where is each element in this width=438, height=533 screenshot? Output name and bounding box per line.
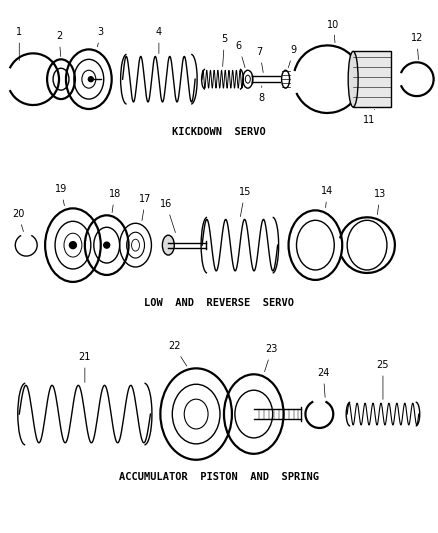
Text: ACCUMULATOR  PISTON  AND  SPRING: ACCUMULATOR PISTON AND SPRING bbox=[119, 472, 319, 482]
Circle shape bbox=[104, 242, 110, 248]
Text: 25: 25 bbox=[377, 360, 389, 399]
Text: 8: 8 bbox=[259, 86, 265, 103]
Text: 23: 23 bbox=[265, 344, 278, 372]
Text: KICKDOWN  SERVO: KICKDOWN SERVO bbox=[172, 127, 266, 137]
Text: 22: 22 bbox=[168, 342, 187, 366]
Circle shape bbox=[88, 77, 93, 82]
Ellipse shape bbox=[348, 51, 358, 107]
Text: 24: 24 bbox=[317, 368, 329, 398]
Text: 2: 2 bbox=[56, 31, 62, 56]
Bar bbox=[353, 51, 391, 107]
Text: 21: 21 bbox=[79, 352, 91, 383]
Text: 6: 6 bbox=[236, 42, 245, 68]
Text: 11: 11 bbox=[363, 109, 375, 125]
Text: 9: 9 bbox=[288, 45, 297, 68]
Text: 4: 4 bbox=[156, 28, 162, 53]
Text: 19: 19 bbox=[55, 184, 67, 206]
Text: 3: 3 bbox=[97, 28, 104, 47]
Text: 14: 14 bbox=[321, 187, 333, 207]
Text: 1: 1 bbox=[16, 28, 22, 61]
Text: 10: 10 bbox=[327, 20, 339, 43]
Text: 20: 20 bbox=[12, 209, 25, 231]
Text: 18: 18 bbox=[109, 189, 121, 213]
Text: 12: 12 bbox=[410, 34, 423, 60]
Text: 15: 15 bbox=[239, 188, 251, 216]
Text: LOW  AND  REVERSE  SERVO: LOW AND REVERSE SERVO bbox=[144, 298, 294, 308]
Text: 5: 5 bbox=[221, 35, 228, 67]
Text: 17: 17 bbox=[139, 195, 152, 221]
Text: 13: 13 bbox=[374, 189, 386, 215]
Circle shape bbox=[70, 241, 76, 248]
Text: 7: 7 bbox=[257, 47, 263, 72]
Text: 16: 16 bbox=[160, 199, 176, 232]
Ellipse shape bbox=[162, 235, 174, 255]
